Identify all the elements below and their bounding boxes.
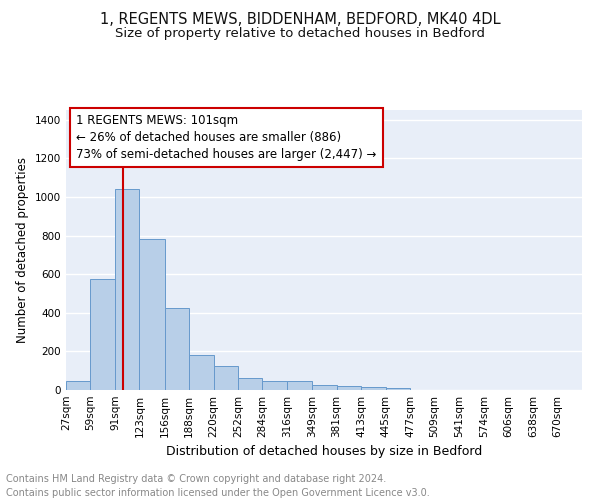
Bar xyxy=(337,386,361,390)
Bar xyxy=(238,378,262,390)
Bar xyxy=(91,279,115,390)
Bar xyxy=(361,386,386,390)
Y-axis label: Number of detached properties: Number of detached properties xyxy=(16,157,29,343)
Bar xyxy=(262,380,287,390)
X-axis label: Distribution of detached houses by size in Bedford: Distribution of detached houses by size … xyxy=(166,446,482,458)
Text: 1 REGENTS MEWS: 101sqm
← 26% of detached houses are smaller (886)
73% of semi-de: 1 REGENTS MEWS: 101sqm ← 26% of detached… xyxy=(76,114,377,161)
Bar xyxy=(66,381,91,390)
Text: 1, REGENTS MEWS, BIDDENHAM, BEDFORD, MK40 4DL: 1, REGENTS MEWS, BIDDENHAM, BEDFORD, MK4… xyxy=(100,12,500,28)
Bar xyxy=(115,189,139,390)
Bar xyxy=(139,240,164,390)
Text: Contains HM Land Registry data © Crown copyright and database right 2024.
Contai: Contains HM Land Registry data © Crown c… xyxy=(6,474,430,498)
Bar xyxy=(287,380,312,390)
Bar xyxy=(386,388,410,390)
Bar xyxy=(214,366,238,390)
Text: Size of property relative to detached houses in Bedford: Size of property relative to detached ho… xyxy=(115,28,485,40)
Bar xyxy=(164,308,189,390)
Bar xyxy=(189,355,214,390)
Bar xyxy=(312,384,337,390)
